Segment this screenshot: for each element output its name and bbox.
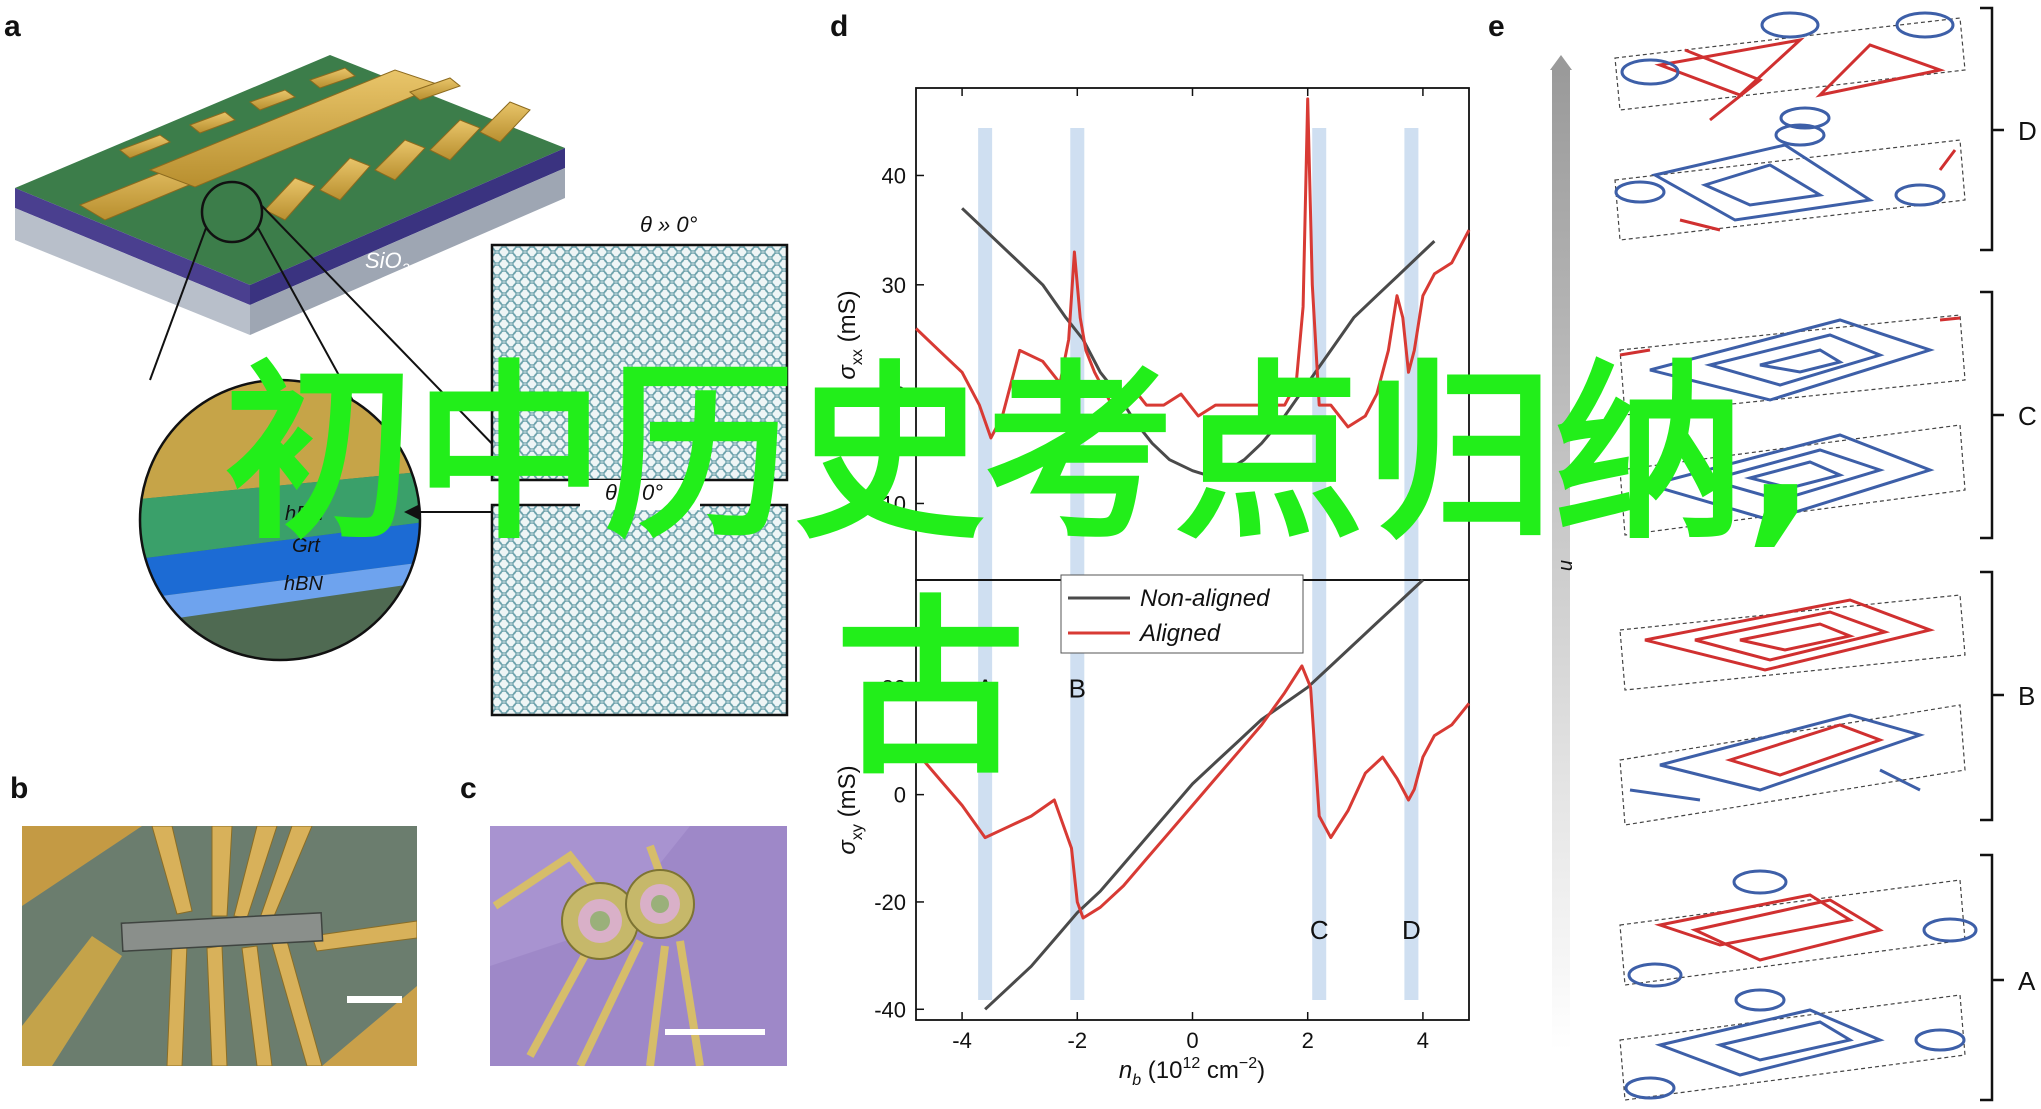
x-axis-label: nb (1012 cm−2) [1119, 1055, 1265, 1089]
moire-bottom-box [490, 503, 789, 717]
top-y-tick-label: 10 [882, 491, 906, 516]
contour-group-a [1619, 869, 1978, 1101]
x-tick-label: 4 [1417, 1028, 1429, 1053]
gold-electrodes [78, 67, 531, 221]
chip-body [15, 55, 565, 335]
band-label-c: C [1310, 915, 1329, 945]
group-brackets [1980, 6, 2004, 1102]
panel-label-d: d [830, 10, 849, 43]
moire-bottom-title: θ ~ 0° [605, 480, 663, 505]
overlay-title-line1: 初中历史考点归纳, [224, 344, 1817, 565]
svg-text:Grt: Grt [292, 535, 321, 557]
series-top-aligned [914, 97, 1471, 440]
bottom-y-tick-label: 0 [894, 783, 906, 808]
legend-non-aligned: Non-aligned [1140, 585, 1270, 612]
contour-stacks: n D C B [1550, 6, 2037, 1102]
series-top-non-aligned [961, 207, 1436, 478]
device-photo-b [22, 826, 417, 1066]
band-label-a: A [976, 673, 994, 703]
top-y-tick-label: 20 [882, 382, 906, 407]
series-bottom-non-aligned [984, 578, 1424, 1011]
cross-section-circle: hBN Grt hBN [138, 378, 422, 662]
moire-top-title: θ » 0° [640, 212, 698, 237]
device-photo-c [490, 826, 787, 1066]
x-tick-label: -4 [952, 1028, 972, 1053]
x-tick-label: 2 [1302, 1028, 1314, 1053]
top-y-axis-label: σxx (mS) [834, 290, 866, 379]
group-label-b: B [2018, 681, 2035, 711]
band-label-b: B [1069, 673, 1086, 703]
x-tick-label: 0 [1186, 1028, 1198, 1053]
scale-bar-b [347, 996, 402, 1003]
bottom-y-tick-label: 20 [882, 675, 906, 700]
group-label-a: A [2018, 966, 2036, 996]
group-label-d: D [2018, 116, 2037, 146]
highlight-band-1 [1070, 128, 1085, 1000]
device-schematic: SiO2 hBN Grt hBN θ » 0° θ ~ 0° [15, 55, 789, 717]
arrow-label: n [1556, 560, 1578, 571]
energy-arrow [1552, 70, 1570, 1050]
highlight-band-0 [978, 128, 993, 1000]
overlay-title-line2: 古 [835, 579, 1026, 800]
series-bottom-aligned [914, 664, 1471, 920]
contour-group-d [1614, 11, 1966, 241]
panel-label-c: c [460, 772, 477, 805]
panel-label-a: a [4, 10, 21, 43]
scale-bar-c [665, 1029, 765, 1035]
x-tick-label: -2 [1068, 1028, 1088, 1053]
contour-group-c [1619, 314, 1966, 536]
svg-text:hBN: hBN [285, 503, 324, 525]
chart-legend: Non-aligned Aligned [1060, 574, 1304, 654]
top-y-tick-label: 40 [882, 163, 906, 188]
legend-aligned: Aligned [1138, 620, 1221, 647]
moire-top-box [490, 243, 789, 482]
top-y-tick-label: 30 [882, 273, 906, 298]
bottom-y-tick-label: -40 [874, 997, 906, 1022]
band-label-d: D [1402, 915, 1421, 945]
sio2-label: SiO2 [365, 248, 410, 276]
bottom-y-tick-label: -20 [874, 890, 906, 915]
panel-label-b: b [10, 772, 29, 805]
contour-group-b [1619, 594, 1966, 826]
svg-text:hBN: hBN [284, 573, 323, 595]
panel-label-e: e [1488, 10, 1505, 43]
magnifier-small [200, 180, 264, 244]
bottom-y-axis-label: σxy (mS) [834, 765, 866, 854]
group-label-c: C [2018, 401, 2037, 431]
